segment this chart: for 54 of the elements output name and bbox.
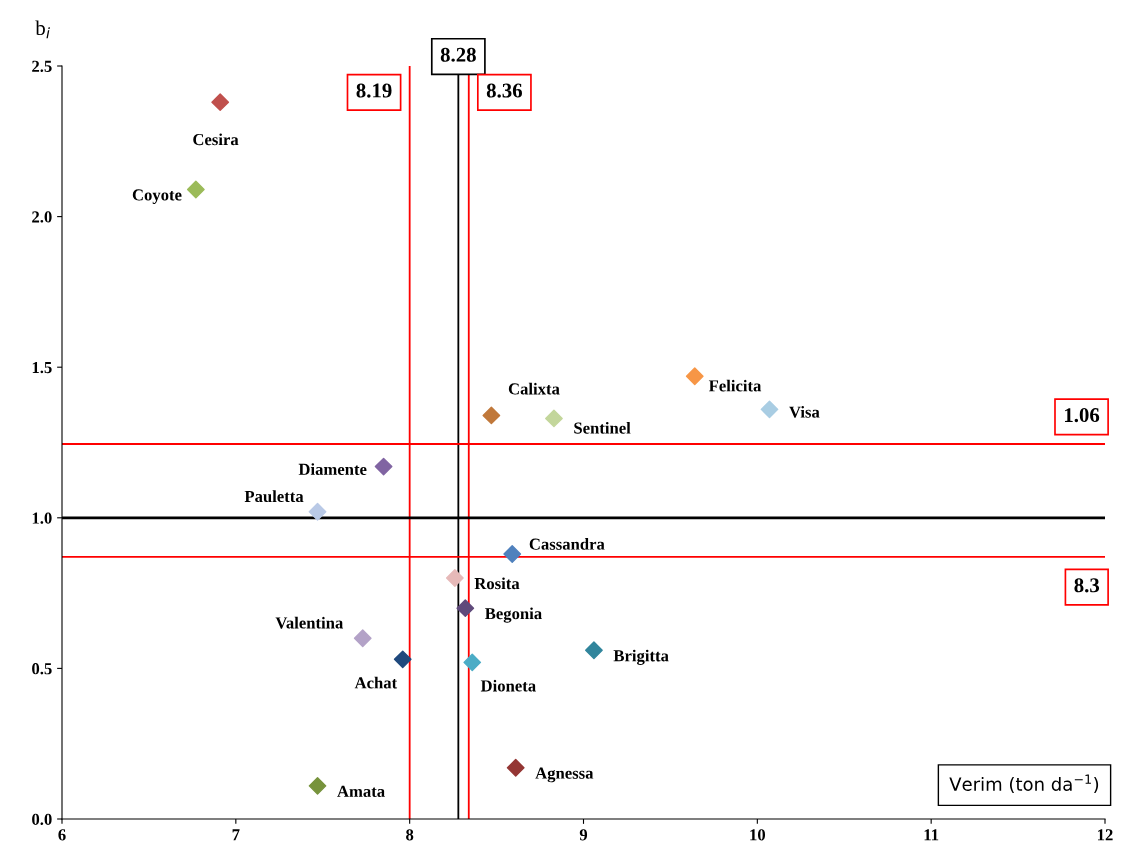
point bbox=[393, 650, 412, 669]
annotation: 1.06 bbox=[1065, 408, 1100, 423]
point bbox=[374, 457, 393, 476]
x-axis-title: Verim (ton da$^{−1}$) bbox=[949, 774, 1099, 794]
point bbox=[211, 93, 230, 112]
point bbox=[503, 545, 522, 563]
point bbox=[482, 406, 501, 425]
annotation: 8.36 bbox=[486, 83, 522, 98]
series-label: Felicita bbox=[708, 379, 762, 392]
series-label: Amata bbox=[337, 785, 385, 797]
y-tick-label: 0.0 bbox=[32, 813, 52, 826]
point bbox=[353, 629, 372, 648]
x-tick-label: 6 bbox=[58, 829, 66, 841]
series-label: Rosita bbox=[474, 577, 520, 590]
series-label: Cassandra bbox=[529, 538, 605, 550]
point bbox=[685, 367, 704, 386]
series-label: Valentina bbox=[275, 616, 344, 629]
y-axis-title: b$_{i}$ bbox=[35, 20, 50, 39]
series-label: Begonia bbox=[485, 607, 542, 623]
x-tick-label: 9 bbox=[579, 829, 588, 841]
series-label: Dioneta bbox=[480, 679, 536, 692]
text: 8.28 bbox=[440, 47, 476, 62]
x-tick-label: 12 bbox=[1098, 829, 1113, 841]
series-label: Cesira bbox=[193, 133, 239, 146]
y-tick-label: 1.5 bbox=[32, 361, 52, 374]
annotation: 8.3 bbox=[1074, 578, 1100, 593]
series-label: Diamente bbox=[298, 463, 367, 475]
point bbox=[456, 599, 475, 618]
point bbox=[186, 180, 205, 199]
point bbox=[308, 776, 327, 795]
series-label: Agnessa bbox=[535, 767, 594, 783]
y-tick-label: 1.0 bbox=[32, 512, 52, 524]
series-label: Coyote bbox=[132, 189, 182, 204]
x-tick-label: 10 bbox=[750, 829, 766, 841]
series-label: Calixta bbox=[508, 382, 560, 395]
x-tick-label: 11 bbox=[924, 829, 939, 841]
x-tick-label: 8 bbox=[406, 829, 414, 841]
point bbox=[585, 641, 603, 660]
point bbox=[463, 653, 482, 672]
point bbox=[506, 758, 525, 777]
y-tick-label: 0.5 bbox=[32, 663, 52, 675]
point bbox=[545, 409, 563, 428]
y-tick-label: 2.0 bbox=[32, 211, 52, 223]
series-label: Pauletta bbox=[244, 490, 304, 503]
y-tick-label: 2.5 bbox=[32, 60, 52, 73]
point bbox=[308, 502, 327, 521]
x-tick-label: 7 bbox=[232, 829, 240, 841]
series-label: Visa bbox=[789, 405, 820, 418]
point bbox=[760, 400, 779, 419]
series-label: Sentinel bbox=[574, 421, 631, 434]
annotation: 8.19 bbox=[356, 83, 392, 98]
series-label: Brigitta bbox=[613, 649, 669, 665]
point bbox=[445, 569, 464, 587]
series-label: Achat bbox=[354, 676, 398, 689]
